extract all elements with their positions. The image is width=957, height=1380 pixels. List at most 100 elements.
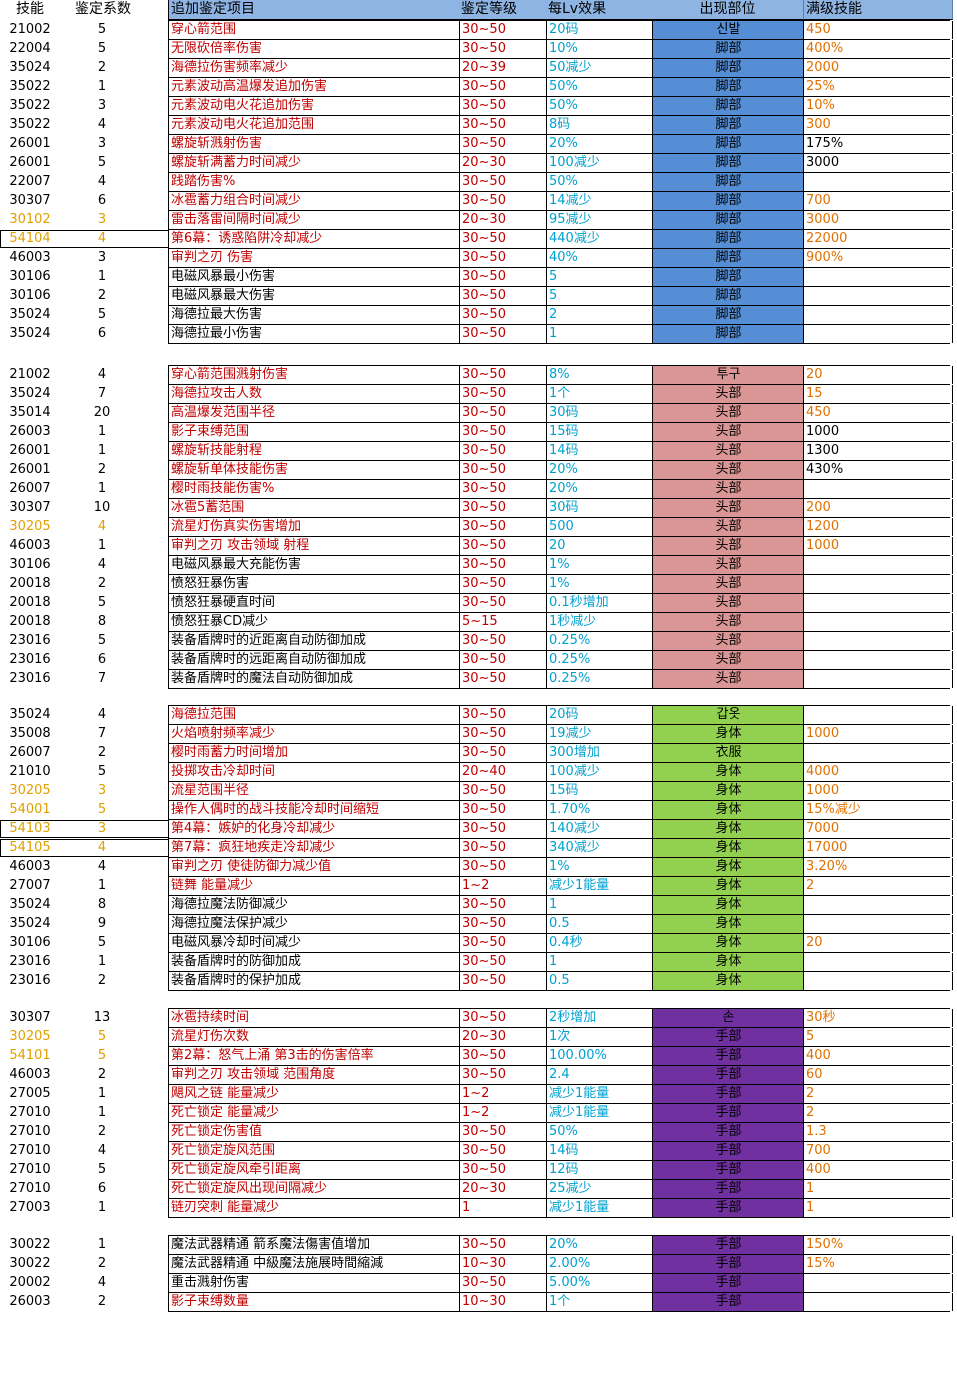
cell-skill: 30106: [9, 557, 51, 572]
cell-skill: 30022: [9, 1237, 51, 1252]
cell-skill: 54104: [9, 231, 51, 246]
cell-skill: 22004: [9, 41, 51, 56]
table-row: 30106 4 电磁风暴最大充能伤害 30~50 1% 头部: [0, 556, 957, 575]
cell-item: 电磁风暴最小伤害: [168, 268, 461, 286]
cell-part: 手部: [652, 1236, 804, 1254]
row-divider: [168, 1141, 950, 1142]
cell-effect: 减少1能量: [546, 1085, 653, 1103]
cell-part: 手部: [652, 1180, 804, 1198]
cell-factor: 4: [97, 367, 107, 382]
cell-item: 电磁风暴最大伤害: [168, 287, 461, 305]
row-divider: [168, 172, 950, 173]
row-divider: [168, 479, 950, 480]
cell-level: 30~50: [459, 116, 548, 134]
table-row: 20018 8 愤怒狂暴CD减少 5~15 1秒减少 头部: [0, 613, 957, 632]
header-factor: 鉴定系数: [75, 1, 131, 17]
cell-effect: 14减少: [546, 192, 653, 210]
cell-part: 脚部: [652, 249, 804, 267]
cell-skill: 30307: [9, 193, 51, 208]
row-divider: [168, 343, 950, 344]
table-row: 35022 4 元素波动电火花追加范围 30~50 8码 脚部 300: [0, 116, 957, 135]
cell-part: 头部: [652, 670, 804, 688]
cell-maxskill: [803, 1293, 953, 1311]
table-row: 26001 2 螺旋斩单体技能伤害 30~50 20% 头部 430%: [0, 461, 957, 480]
cell-level: 30~50: [459, 1142, 548, 1160]
table-row: 23016 1 装备盾牌时的防御加成 30~50 1 身体: [0, 953, 957, 972]
cell-level: 30~50: [459, 782, 548, 800]
cell-item: 链刃突刺 能量减少: [168, 1199, 461, 1217]
cell-item: 穿心箭范围溅射伤害: [168, 366, 461, 384]
cell-part: 脚部: [652, 97, 804, 115]
table-row: 35024 9 海德拉魔法保护减少 30~50 0.5 身体: [0, 915, 957, 934]
row-divider: [168, 1273, 950, 1274]
cell-part: 손: [652, 1009, 804, 1027]
cell-maxskill: 1: [803, 1199, 953, 1217]
cell-effect: 14码: [546, 442, 653, 460]
cell-item: 第2幕：怒气上涌 第3击的伤害倍率: [168, 1047, 461, 1065]
cell-level: 20~39: [459, 59, 548, 77]
cell-maxskill: 450: [803, 21, 953, 39]
cell-factor: 2: [97, 1256, 107, 1271]
cell-skill: 23016: [9, 954, 51, 969]
cell-factor: 4: [97, 1275, 107, 1290]
cell-item: 审判之刃 攻击领域 射程: [168, 537, 461, 555]
table-row: 22007 4 践踏伤害% 30~50 50% 脚部: [0, 173, 957, 192]
cell-item: 海德拉伤害频率减少: [168, 59, 461, 77]
cell-part: 脚部: [652, 59, 804, 77]
cell-level: 20~30: [459, 154, 548, 172]
cell-level: 30~50: [459, 556, 548, 574]
row-divider: [168, 1292, 950, 1293]
cell-skill: 21010: [9, 764, 51, 779]
cell-maxskill: 15%: [803, 1255, 953, 1273]
cell-effect: 20%: [546, 480, 653, 498]
cell-level: 30~50: [459, 594, 548, 612]
table-row: 21002 5 穿心箭范围 30~50 20码 신발 450: [0, 20, 957, 40]
row-divider: [168, 384, 950, 385]
cell-factor: 5: [97, 1162, 107, 1177]
cell-level: 30~50: [459, 173, 548, 191]
cell-skill: 26001: [9, 136, 51, 151]
cell-factor: 6: [97, 326, 107, 341]
cell-skill: 35024: [9, 60, 51, 75]
cell-item: 海德拉范围: [168, 706, 461, 724]
cell-item: 投掷攻击冷却时间: [168, 763, 461, 781]
row-divider: [168, 324, 950, 325]
row-divider: [168, 933, 950, 934]
table-row: 26001 5 螺旋斩满蓄力时间减少 20~30 100减少 脚部 3000: [0, 154, 957, 173]
cell-factor: 1: [97, 1200, 107, 1215]
cell-maxskill: 60: [803, 1066, 953, 1084]
cell-factor: 4: [97, 1143, 107, 1158]
cell-factor: 8: [97, 897, 107, 912]
table-row: 35024 6 海德拉最小伤害 30~50 1 脚部: [0, 325, 957, 344]
cell-level: 1: [459, 1199, 548, 1217]
cell-item: 践踏伤害%: [168, 173, 461, 191]
cell-part: 头部: [652, 556, 804, 574]
cell-part: 脚部: [652, 230, 804, 248]
cell-skill: 30106: [9, 288, 51, 303]
cell-item: 装备盾牌时的防御加成: [168, 953, 461, 971]
cell-maxskill: [803, 972, 953, 990]
cell-part: 手部: [652, 1142, 804, 1160]
row-divider: [168, 612, 950, 613]
cell-effect: 1秒减少: [546, 613, 653, 631]
cell-item: 元素波动电火花追加伤害: [168, 97, 461, 115]
section-top-line: [168, 1235, 950, 1236]
cell-skill: 21002: [9, 22, 51, 37]
cell-skill: 27003: [9, 1200, 51, 1215]
cell-skill: 22007: [9, 174, 51, 189]
cell-maxskill: [803, 915, 953, 933]
cell-factor: 4: [97, 859, 107, 874]
cell-maxskill: 430%: [803, 461, 953, 479]
cell-part: 头部: [652, 575, 804, 593]
cell-factor: 4: [97, 707, 107, 722]
table-row: 35022 3 元素波动电火花追加伤害 30~50 50% 脚部 10%: [0, 97, 957, 116]
table-row: 30205 3 流星范围半径 30~50 15码 身体 1000: [0, 782, 957, 801]
cell-factor: 1: [97, 424, 107, 439]
table-row: 54105 4 第7幕：疯狂地疾走冷却减少 30~50 340减少 身体 17000: [0, 839, 957, 858]
cell-level: 30~50: [459, 192, 548, 210]
cell-item: 飓风之链 能量减少: [168, 1085, 461, 1103]
table-row: 23016 5 装备盾牌时的近距离自动防御加成 30~50 0.25% 头部: [0, 632, 957, 651]
cell-skill: 23016: [9, 973, 51, 988]
cell-maxskill: [803, 1274, 953, 1292]
table-row: 23016 7 装备盾牌时的魔法自动防御加成 30~50 0.25% 头部: [0, 670, 957, 689]
